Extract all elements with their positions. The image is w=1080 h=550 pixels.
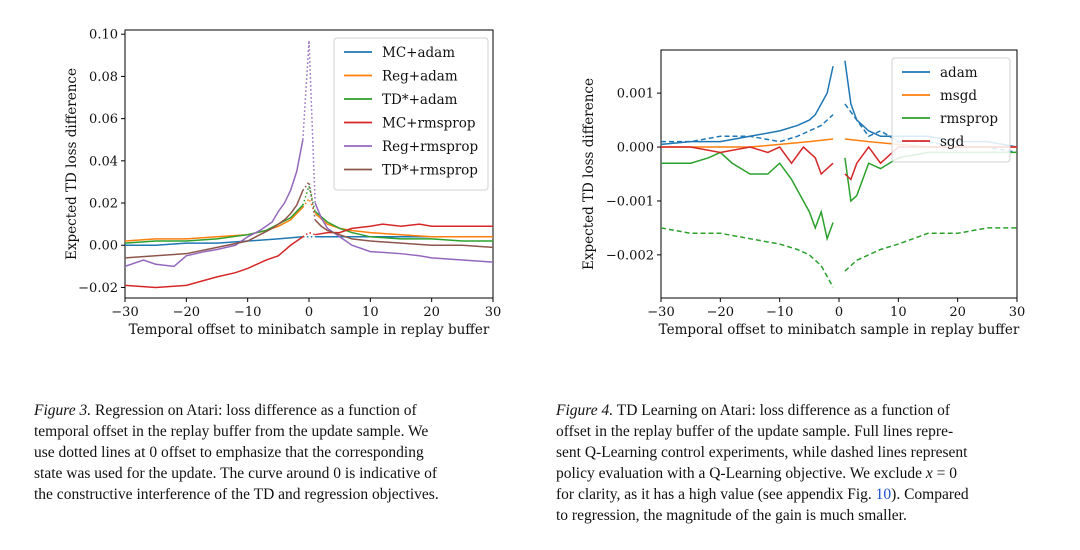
series-line-rmsprop-left	[661, 227, 834, 288]
caption-text: policy evaluation with a Q-Learning obje…	[556, 465, 923, 482]
caption-line: temporal offset in the replay buffer fro…	[34, 423, 429, 440]
y-axis-label: Expected TD loss difference	[581, 78, 597, 270]
x-tick-label: −20	[707, 305, 734, 320]
y-tick-label: 0.00	[89, 239, 118, 254]
legend-label-adam: adam	[940, 65, 978, 81]
x-tick-label: −30	[647, 305, 674, 320]
x-tick-label: 30	[1009, 305, 1026, 320]
x-tick-label: 10	[890, 305, 907, 320]
figure-4-label: Figure 4.	[556, 402, 614, 419]
legend-label-mc-rmsprop: MC+rmsprop	[382, 116, 476, 132]
series-line-mc-rmsprop-left	[125, 236, 304, 289]
y-tick-label: 0.08	[89, 70, 118, 85]
y-tick-label: −0.02	[78, 281, 118, 296]
caption-line: Figure 3. Regression on Atari: loss diff…	[34, 400, 524, 421]
figure-reference-link[interactable]: 10	[875, 486, 892, 503]
figure-4: −30 −20 −10 0 10 20 30 −0.002 −0.001 0.000 0.001 Te…	[540, 0, 1080, 370]
legend-label-td-adam: TD*+adam	[382, 92, 458, 108]
x-tick-label: 20	[949, 305, 966, 320]
caption-line: use dotted lines at 0 offset to emphasiz…	[34, 444, 424, 461]
caption-line: to regression, the magnitude of the gain…	[556, 507, 907, 524]
series-peak-dotted-reg-rmsprop	[302, 40, 316, 204]
math-variable: x	[925, 465, 933, 482]
legend-box	[891, 57, 1011, 163]
legend-label-sgd: sgd	[940, 134, 965, 150]
legend-label-td-rmsprop: TD*+rmsprop	[382, 163, 478, 179]
series-peak-dotted-td-adam	[302, 183, 316, 212]
caption-line: sent Q-Learning control experiments, whi…	[556, 444, 968, 461]
series-line-reg-rmsprop-left	[125, 139, 304, 268]
series-line-td-rmsprop-right	[314, 219, 493, 249]
legend-label-msgd: msgd	[940, 88, 977, 104]
series-line-sgd-left	[661, 145, 834, 176]
caption-line: policy evaluation with a Q-Learning obje…	[556, 463, 1046, 484]
y-tick-label: 0.10	[89, 28, 118, 43]
y-tick-label: −0.001	[606, 194, 654, 209]
series-line-td-adam-left	[125, 204, 304, 244]
figure-4-caption: Figure 4. TD Learning on Atari: loss dif…	[556, 400, 1046, 526]
x-tick-label: −30	[111, 305, 138, 320]
caption-line: the constructive interference of the TD …	[34, 486, 439, 503]
caption-text: ). Compared	[891, 486, 969, 503]
caption-text: Regression on Atari: loss difference as …	[95, 402, 417, 419]
y-tick-label: 0.04	[89, 154, 118, 169]
series-line-td-adam-right	[314, 210, 493, 242]
y-tick-label: 0.001	[617, 87, 654, 102]
x-tick-label: 30	[485, 305, 502, 320]
series-peak-dotted-mc-rmsprop	[302, 231, 316, 238]
figure-3-label: Figure 3.	[34, 402, 92, 419]
series-line-mc-adam-left	[125, 236, 303, 246]
x-tick-label: 0	[305, 305, 313, 320]
series-line-adam-left	[661, 66, 834, 146]
x-tick-label: −10	[766, 305, 793, 320]
caption-line: offset in the replay buffer of the updat…	[556, 423, 954, 440]
series-line-reg-adam-left	[125, 206, 304, 242]
legend-box	[333, 37, 489, 191]
x-axis-label: Temporal offset to minibatch sample in r…	[659, 322, 1020, 338]
x-tick-label: −10	[234, 305, 261, 320]
figure-3-chart: −30 −20 −10 0 10 20 30 −0.02 0.00 0.02 0.04 0.06 0.0…	[64, 28, 502, 338]
y-tick-label: 0.02	[89, 197, 118, 212]
figure-3: −30 −20 −10 0 10 20 30 −0.02 0.00 0.02 0.04 0.06 0.0…	[0, 0, 540, 370]
caption-line: Figure 4. TD Learning on Atari: loss dif…	[556, 400, 1046, 421]
legend-label-reg-adam: Reg+adam	[382, 69, 458, 85]
caption-text: TD Learning on Atari: loss difference as…	[616, 402, 951, 419]
legend-label-reg-rmsprop: Reg+rmsprop	[382, 139, 478, 155]
series-line-rmsprop-right	[844, 227, 1017, 272]
plot-area	[125, 40, 493, 289]
math-expression: = 0	[936, 465, 958, 482]
figure-4-chart: −30 −20 −10 0 10 20 30 −0.002 −0.001 0.000 0.001 Te…	[581, 49, 1026, 338]
y-tick-label: −0.002	[606, 248, 654, 263]
series-peak-dotted-td-rmsprop	[302, 180, 316, 221]
series-line-reg-rmsprop-right	[314, 202, 493, 263]
caption-line: state was used for the update. The curve…	[34, 465, 438, 482]
legend-label-rmsprop: rmsprop	[940, 111, 998, 127]
y-tick-label: 0.06	[89, 112, 118, 127]
series-line-td-rmsprop-left	[125, 190, 304, 259]
series-line-adam-left	[661, 114, 834, 143]
x-axis-label: Temporal offset to minibatch sample in r…	[129, 322, 490, 338]
y-axis-label: Expected TD loss difference	[64, 68, 80, 260]
x-tick-label: 20	[423, 305, 440, 320]
x-tick-label: 10	[362, 305, 379, 320]
figure-3-caption: Figure 3. Regression on Atari: loss diff…	[34, 400, 524, 505]
series-line-reg-adam-right	[314, 213, 493, 238]
legend-label-mc-adam: MC+adam	[382, 45, 455, 61]
caption-text: for clarity, as it has a high value (see…	[556, 486, 872, 503]
series-line-rmsprop-left	[661, 151, 834, 242]
caption-line: for clarity, as it has a high value (see…	[556, 484, 1046, 505]
y-tick-label: 0.000	[617, 141, 654, 156]
x-tick-label: 0	[835, 305, 843, 320]
x-tick-label: −20	[173, 305, 200, 320]
series-line-msgd-left	[661, 138, 834, 148]
